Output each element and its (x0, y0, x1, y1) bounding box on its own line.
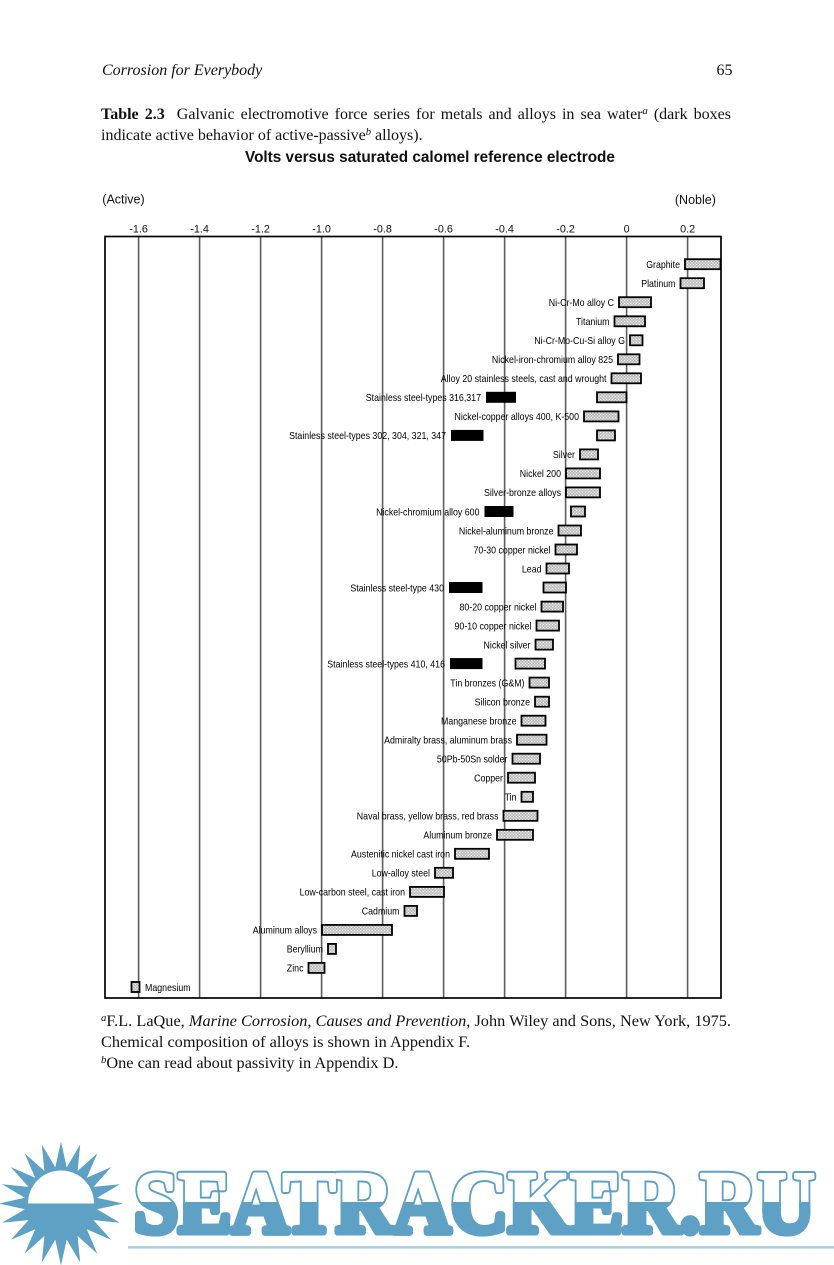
svg-text:(Noble): (Noble) (675, 193, 716, 207)
svg-text:-0.8: -0.8 (373, 223, 392, 235)
svg-text:Manganese bronze: Manganese bronze (441, 716, 517, 728)
svg-text:Titanium: Titanium (576, 316, 610, 328)
svg-text:Beryllium: Beryllium (287, 944, 324, 956)
svg-text:Nickel-copper alloys 400, K-50: Nickel-copper alloys 400, K-500 (455, 411, 580, 423)
svg-text:Silicon bronze: Silicon bronze (475, 697, 531, 709)
svg-text:(Active): (Active) (102, 193, 144, 207)
svg-text:Low-carbon steel, cast iron: Low-carbon steel, cast iron (300, 887, 406, 899)
svg-text:Nickel-iron-chromium alloy 825: Nickel-iron-chromium alloy 825 (492, 354, 613, 366)
svg-text:-1.2: -1.2 (251, 223, 270, 235)
svg-text:-1.6: -1.6 (129, 223, 148, 235)
svg-text:-0.6: -0.6 (434, 223, 453, 235)
svg-text:Stainless steel-types 316,317: Stainless steel-types 316,317 (366, 392, 481, 404)
svg-text:Graphite: Graphite (646, 259, 680, 271)
svg-text:Magnesium: Magnesium (145, 982, 191, 994)
svg-text:Ni-Cr-Mo-Cu-Si alloy G: Ni-Cr-Mo-Cu-Si alloy G (534, 335, 625, 347)
svg-text:90-10 copper nickel: 90-10 copper nickel (455, 620, 532, 632)
svg-text:Aluminum alloys: Aluminum alloys (253, 925, 317, 937)
svg-text:Stainless steel-types 302, 304: Stainless steel-types 302, 304, 321, 347 (289, 430, 446, 442)
svg-text:Zinc: Zinc (287, 963, 304, 975)
svg-text:80-20 copper nickel: 80-20 copper nickel (460, 601, 537, 613)
svg-text:Low-alloy steel: Low-alloy steel (372, 868, 430, 880)
svg-text:Cadmium: Cadmium (362, 906, 400, 918)
svg-text:Tin bronzes (G&M): Tin bronzes (G&M) (450, 677, 524, 689)
svg-text:Alloy 20 stainless steels, cas: Alloy 20 stainless steels, cast and wrou… (441, 373, 607, 385)
svg-text:Stainless steel-type 430: Stainless steel-type 430 (350, 582, 444, 594)
svg-text:Stainless steel-types 410, 416: Stainless steel-types 410, 416 (327, 658, 445, 670)
svg-text:0.2: 0.2 (680, 223, 695, 235)
svg-text:Aluminum bronze: Aluminum bronze (423, 830, 492, 842)
svg-text:Nickel 200: Nickel 200 (520, 468, 561, 480)
svg-text:Nickel-aluminum bronze: Nickel-aluminum bronze (459, 525, 554, 537)
svg-text:70-30 copper nickel: 70-30 copper nickel (474, 544, 551, 556)
svg-text:SEATRACKER.RU: SEATRACKER.RU (134, 1155, 815, 1252)
svg-text:-0.2: -0.2 (556, 223, 575, 235)
svg-text:Nickel-chromium alloy 600: Nickel-chromium alloy 600 (376, 506, 480, 518)
svg-text:Lead: Lead (522, 563, 542, 575)
svg-text:Platinum: Platinum (641, 278, 676, 290)
svg-text:Copper: Copper (474, 773, 503, 785)
svg-text:0: 0 (624, 223, 630, 235)
svg-text:Nickel silver: Nickel silver (484, 639, 531, 651)
svg-text:Admiralty brass, aluminum bras: Admiralty brass, aluminum brass (384, 735, 512, 747)
svg-text:Ni-Cr-Mo alloy C: Ni-Cr-Mo alloy C (549, 297, 615, 309)
svg-text:SEATRACKER.RU: SEATRACKER.RU (134, 1155, 815, 1252)
svg-text:Silver-bronze alloys: Silver-bronze alloys (484, 487, 561, 499)
svg-text:Silver: Silver (553, 449, 576, 461)
svg-text:-1.0: -1.0 (312, 223, 331, 235)
svg-text:50Pb-50Sn solder: 50Pb-50Sn solder (437, 754, 508, 766)
svg-text:-1.4: -1.4 (190, 223, 209, 235)
svg-text:Austenitic nickel cast iron: Austenitic nickel cast iron (351, 849, 450, 861)
svg-text:Naval brass, yellow brass, red: Naval brass, yellow brass, red brass (357, 811, 499, 823)
svg-text:Tin: Tin (505, 792, 517, 804)
svg-text:-0.4: -0.4 (495, 223, 514, 235)
svg-text:SEATRACKER.RU: SEATRACKER.RU (134, 1155, 815, 1252)
